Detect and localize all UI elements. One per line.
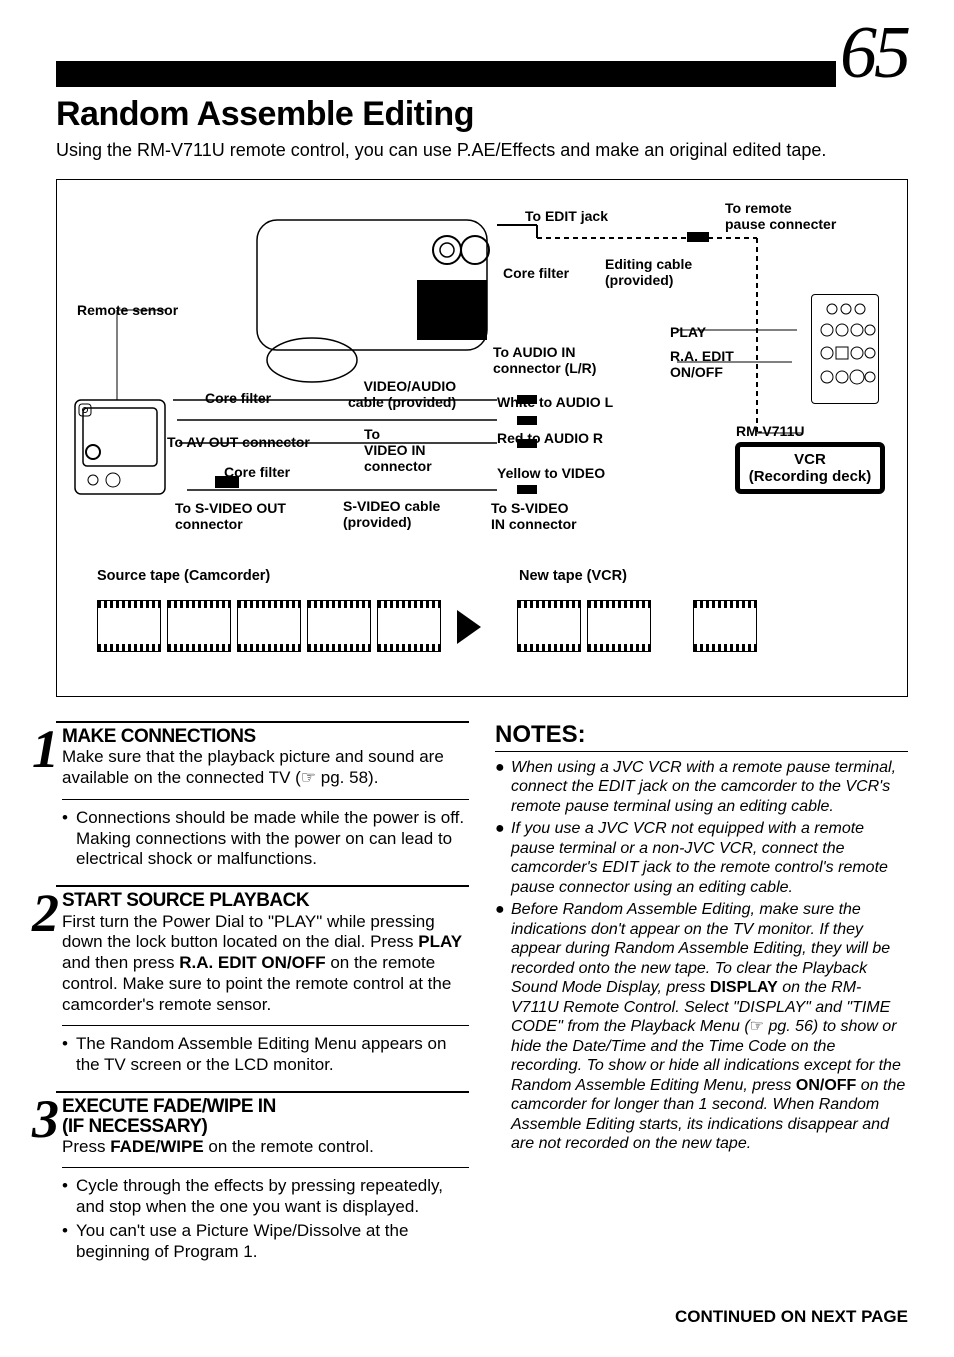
notes-heading: NOTES: bbox=[495, 721, 908, 752]
bullet-text: You can't use a Picture Wipe/Dissolve at… bbox=[76, 1221, 469, 1262]
step-number: 3 bbox=[32, 1097, 54, 1266]
step-1: 1 MAKE CONNECTIONS Make sure that the pl… bbox=[56, 721, 469, 873]
label-svideo-cable: S-VIDEO cable(provided) bbox=[343, 498, 440, 530]
step-text: Make sure that the playback picture and … bbox=[62, 747, 444, 787]
note-text: Before Random Assemble Editing, make sur… bbox=[511, 900, 908, 1154]
step-text: First turn the Power Dial to "PLAY" whil… bbox=[62, 912, 462, 1014]
black-bar bbox=[56, 61, 836, 87]
label-core-filter-3: Core filter bbox=[224, 464, 290, 480]
label-av-out: To AV OUT connector bbox=[167, 434, 310, 450]
intro-text: Using the RM-V711U remote control, you c… bbox=[56, 140, 908, 161]
remote-illustration bbox=[811, 294, 879, 404]
step-bullet: •Cycle through the effects by pressing r… bbox=[62, 1176, 469, 1217]
vcr-box: VCR (Recording deck) bbox=[735, 442, 885, 494]
note-item: ●When using a JVC VCR with a remote paus… bbox=[495, 758, 908, 817]
label-white-l: White to AUDIO L bbox=[497, 394, 613, 410]
label-video-in: ToVIDEO INconnector bbox=[364, 426, 432, 474]
new-film-strip bbox=[517, 600, 757, 652]
step-2: 2 START SOURCE PLAYBACK First turn the P… bbox=[56, 885, 469, 1079]
step-heading: START SOURCE PLAYBACK bbox=[62, 890, 309, 911]
label-source-tape: Source tape (Camcorder) bbox=[97, 568, 270, 584]
step-bullet: •You can't use a Picture Wipe/Dissolve a… bbox=[62, 1221, 469, 1262]
step-heading: MAKE CONNECTIONS bbox=[62, 726, 256, 747]
note-item: ●Before Random Assemble Editing, make su… bbox=[495, 900, 908, 1154]
step-number: 1 bbox=[32, 727, 54, 873]
right-column: NOTES: ●When using a JVC VCR with a remo… bbox=[495, 721, 908, 1278]
vcr-sub-label: (Recording deck) bbox=[749, 468, 872, 485]
label-play: PLAY bbox=[670, 324, 706, 340]
source-film-strip bbox=[97, 600, 441, 652]
label-rmv711u: RM-V711U bbox=[736, 423, 804, 439]
label-remote-sensor: Remote sensor bbox=[77, 302, 178, 318]
label-edit-jack: To EDIT jack bbox=[525, 208, 608, 224]
label-audio-in: To AUDIO INconnector (L/R) bbox=[493, 344, 596, 376]
label-ra-edit: R.A. EDITON/OFF bbox=[670, 348, 734, 380]
label-editing-cable: Editing cable(provided) bbox=[605, 256, 692, 288]
label-core-filter-2: Core filter bbox=[205, 390, 271, 406]
bullet-text: The Random Assemble Editing Menu appears… bbox=[76, 1034, 469, 1075]
note-text: If you use a JVC VCR not equipped with a… bbox=[511, 819, 908, 897]
bullet-text: Cycle through the effects by pressing re… bbox=[76, 1176, 469, 1217]
label-new-tape: New tape (VCR) bbox=[519, 568, 627, 584]
step-3: 3 EXECUTE FADE/WIPE IN(IF NECESSARY) Pre… bbox=[56, 1091, 469, 1266]
step-bullet: •The Random Assemble Editing Menu appear… bbox=[62, 1034, 469, 1075]
step-number: 2 bbox=[32, 891, 54, 1079]
label-va-cable: VIDEO/AUDIOcable (provided) bbox=[348, 378, 456, 410]
page-title: Random Assemble Editing bbox=[56, 95, 908, 134]
connection-diagram: To EDIT jack To remotepause connecter Co… bbox=[56, 179, 908, 697]
left-column: 1 MAKE CONNECTIONS Make sure that the pl… bbox=[56, 721, 469, 1278]
header-bar: 65 bbox=[56, 20, 908, 87]
bullet-text: Connections should be made while the pow… bbox=[76, 808, 469, 870]
label-red-r: Red to AUDIO R bbox=[497, 430, 603, 446]
vcr-label: VCR bbox=[794, 451, 826, 468]
step-heading: EXECUTE FADE/WIPE IN(IF NECESSARY) bbox=[62, 1097, 469, 1137]
label-remote-pause: To remotepause connecter bbox=[725, 200, 836, 232]
note-item: ●If you use a JVC VCR not equipped with … bbox=[495, 819, 908, 897]
note-text: When using a JVC VCR with a remote pause… bbox=[511, 758, 908, 817]
label-svideo-out: To S-VIDEO OUTconnector bbox=[175, 500, 286, 532]
continued-label: CONTINUED ON NEXT PAGE bbox=[56, 1307, 908, 1327]
label-yellow: Yellow to VIDEO bbox=[497, 465, 605, 481]
page-number: 65 bbox=[840, 20, 908, 87]
step-text: Press FADE/WIPE on the remote control. bbox=[62, 1137, 374, 1156]
label-core-filter-1: Core filter bbox=[503, 265, 569, 281]
label-svideo-in: To S-VIDEOIN connector bbox=[491, 500, 577, 532]
step-bullet: •Connections should be made while the po… bbox=[62, 808, 469, 870]
arrow-icon bbox=[457, 610, 481, 644]
